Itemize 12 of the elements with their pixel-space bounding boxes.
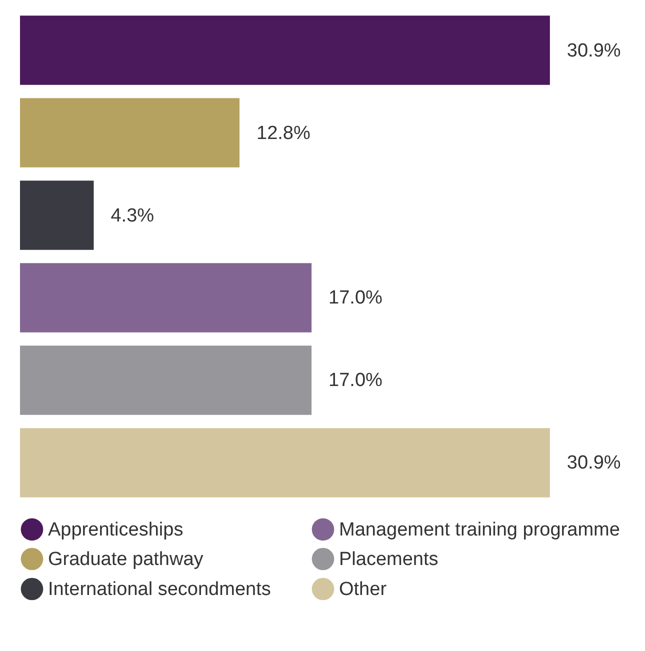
legend-label: International secondments — [48, 579, 271, 600]
legend-label: Placements — [339, 549, 438, 570]
data-label: 30.9% — [566, 40, 621, 62]
data-label: 17.0% — [328, 370, 383, 392]
data-label: 30.9% — [566, 452, 621, 474]
data-label: 17.0% — [328, 288, 383, 309]
legend-label: Apprenticeships — [48, 519, 184, 540]
legend-label: Other — [339, 579, 388, 600]
legend-label: Graduate pathway — [48, 549, 204, 570]
data-label: 12.8% — [256, 122, 310, 144]
data-label: 4.3% — [110, 205, 154, 226]
legend-label: Management training programme — [339, 519, 620, 540]
